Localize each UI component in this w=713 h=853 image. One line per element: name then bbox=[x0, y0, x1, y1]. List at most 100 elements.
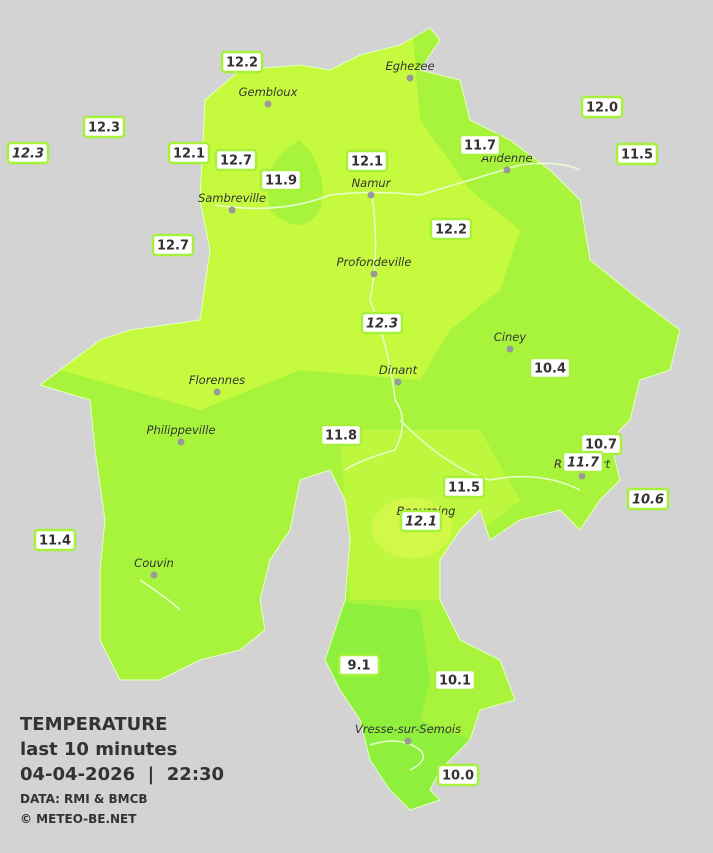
station-box bbox=[214, 148, 258, 172]
legend-datetime: 04-04-2026 | 22:30 bbox=[20, 764, 224, 785]
station-box bbox=[615, 142, 659, 166]
province-border bbox=[38, 27, 681, 811]
station: 12.1 bbox=[167, 141, 211, 165]
station-box bbox=[151, 233, 195, 257]
station: 10.1 bbox=[433, 668, 477, 692]
station-value: 12.1 bbox=[351, 155, 383, 170]
station-value: 12.7 bbox=[157, 239, 189, 254]
station: 10.4 bbox=[528, 356, 572, 380]
station-box bbox=[433, 668, 477, 692]
river-lesse bbox=[399, 419, 581, 491]
station-box bbox=[167, 141, 211, 165]
station: 11.7 bbox=[561, 450, 605, 474]
station-box bbox=[429, 217, 473, 241]
station: 12.2 bbox=[220, 50, 264, 74]
station-value: 12.0 bbox=[586, 101, 618, 116]
station: 11.5 bbox=[442, 475, 486, 499]
city-dot bbox=[578, 472, 586, 480]
legend-title: TEMPERATURE bbox=[20, 714, 167, 735]
station-box bbox=[442, 475, 486, 499]
station-value: 11.7 bbox=[464, 139, 496, 154]
station: 11.8 bbox=[319, 423, 363, 447]
river-semois bbox=[369, 740, 425, 771]
station-value: 12.7 bbox=[220, 154, 252, 169]
station: 12.1 bbox=[345, 149, 389, 173]
city-name: Namur bbox=[352, 176, 392, 190]
station: 11.5 bbox=[615, 142, 659, 166]
station-value: 11.4 bbox=[39, 534, 71, 549]
station-value: 11.8 bbox=[325, 429, 357, 444]
city-dot bbox=[370, 270, 378, 278]
city-dot bbox=[367, 191, 375, 199]
station: 10.0 bbox=[436, 763, 480, 787]
station-value: 10.7 bbox=[585, 438, 617, 453]
station-value: 12.3 bbox=[88, 121, 120, 136]
station: 12.7 bbox=[151, 233, 195, 257]
station: 12.0 bbox=[580, 95, 624, 119]
station-box bbox=[33, 528, 77, 552]
station-box bbox=[458, 133, 502, 157]
station: 11.4 bbox=[33, 528, 77, 552]
station: 12.1 bbox=[399, 509, 443, 533]
station-box bbox=[360, 311, 404, 335]
legend-source: DATA: RMI & BMCB bbox=[20, 792, 148, 806]
station-value: 10.6 bbox=[632, 493, 664, 508]
city-dot bbox=[506, 345, 514, 353]
station: 12.3 bbox=[6, 141, 50, 165]
station-value: 10.1 bbox=[439, 674, 471, 689]
river-sambre-meuse bbox=[214, 162, 581, 210]
station-value: 11.7 bbox=[567, 456, 600, 471]
city-dot bbox=[404, 737, 412, 745]
city-name: Ciney bbox=[494, 330, 527, 344]
station: 12.7 bbox=[214, 148, 258, 172]
city-name: Sambreville bbox=[198, 191, 266, 205]
station: 11.7 bbox=[458, 133, 502, 157]
station-box bbox=[319, 423, 363, 447]
city-name: Profondeville bbox=[337, 255, 412, 269]
station-value: 12.3 bbox=[366, 317, 398, 332]
station-value: 12.1 bbox=[405, 515, 437, 530]
station-value: 10.0 bbox=[442, 769, 474, 784]
legend-subtitle: last 10 minutes bbox=[20, 739, 177, 760]
station: 10.6 bbox=[626, 487, 670, 511]
station-box bbox=[220, 50, 264, 74]
city-dot bbox=[394, 378, 402, 386]
station-value: 12.1 bbox=[173, 147, 205, 162]
station-value: 11.5 bbox=[448, 481, 480, 496]
station-box bbox=[561, 450, 605, 474]
legend-copyright: © METEO-BE.NET bbox=[20, 812, 137, 826]
station: 12.3 bbox=[360, 311, 404, 335]
station: 12.2 bbox=[429, 217, 473, 241]
station-box bbox=[626, 487, 670, 511]
city-dot bbox=[177, 438, 185, 446]
station-box bbox=[82, 115, 126, 139]
rivers bbox=[139, 162, 581, 771]
city-name: Eghezee bbox=[385, 59, 434, 73]
station-value: 12.2 bbox=[435, 223, 467, 238]
river-couvin bbox=[139, 579, 181, 611]
city-dot bbox=[264, 100, 272, 108]
city-name: Vresse-sur-Semois bbox=[355, 722, 461, 736]
station: 9.1 bbox=[337, 653, 381, 677]
station-box bbox=[337, 653, 381, 677]
station-value: 10.4 bbox=[534, 362, 566, 377]
cities: EghezeeGemblouxAndenneNamurSambrevillePr… bbox=[134, 59, 611, 745]
station-box bbox=[259, 168, 303, 192]
station-value: 11.9 bbox=[265, 174, 297, 189]
station-box bbox=[399, 509, 443, 533]
station-value: 9.1 bbox=[347, 659, 370, 674]
station: 11.9 bbox=[259, 168, 303, 192]
station-value: 12.2 bbox=[226, 56, 258, 71]
station-value: 11.5 bbox=[621, 148, 653, 163]
city-name: Gembloux bbox=[239, 85, 298, 99]
stations: 12.2 12.3 12.3 12.1 12.7 11.9 12.1 11.7 12.0 11.5… bbox=[6, 50, 670, 787]
city-dot bbox=[150, 571, 158, 579]
city-dot bbox=[503, 166, 511, 174]
city-name: Florennes bbox=[189, 373, 245, 387]
river-meuse bbox=[344, 194, 404, 471]
city-name: Dinant bbox=[379, 363, 418, 377]
station-box bbox=[436, 763, 480, 787]
station-box bbox=[6, 141, 50, 165]
city-dot bbox=[406, 74, 414, 82]
